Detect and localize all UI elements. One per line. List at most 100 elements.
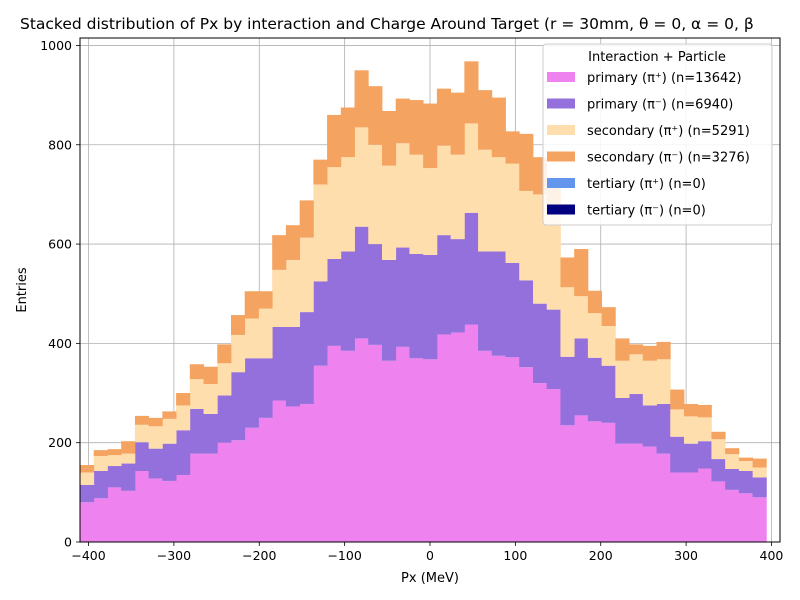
bar-series-0 [670, 472, 685, 542]
bar-series-2 [368, 144, 383, 245]
bar-series-1 [189, 408, 204, 454]
legend-swatch [547, 98, 575, 109]
bar-series-1 [381, 259, 397, 361]
legend-title: Interaction + Particle [588, 50, 726, 65]
bar-series-1 [80, 484, 95, 503]
bar-series-1 [423, 254, 438, 360]
bar-series-0 [615, 443, 630, 542]
bar-series-3 [560, 257, 575, 288]
bar-series-1 [285, 326, 301, 407]
bar-series-2 [354, 127, 369, 227]
bar-series-1 [560, 356, 575, 426]
bar-series-0 [505, 357, 520, 542]
bar-series-0 [546, 389, 561, 542]
bar-series-0 [313, 365, 328, 542]
bar-series-1 [244, 358, 259, 428]
bar-series-3 [285, 225, 301, 260]
chart-title: Stacked distribution of Px by interactio… [20, 15, 754, 33]
bar-series-3 [587, 290, 603, 314]
bar-series-1 [601, 365, 616, 423]
bar-series-2 [162, 418, 177, 444]
bar-series-1 [711, 459, 726, 482]
bar-series-3 [752, 458, 767, 468]
y-tick-label: 1000 [40, 38, 72, 53]
bar-series-3 [725, 448, 740, 455]
bar-series-0 [244, 427, 259, 542]
bar-series-2 [148, 426, 163, 449]
bar-series-0 [697, 468, 712, 542]
bar-series-0 [381, 360, 397, 542]
bar-series-3 [230, 315, 246, 335]
bar-series-3 [93, 450, 108, 457]
x-tick-label: −400 [71, 548, 105, 563]
legend-entries: primary (π⁺) (n=13642) primary (π⁻) (n=69… [547, 71, 750, 219]
bar-series-1 [217, 395, 232, 443]
bar-series-3 [683, 403, 699, 417]
bar-series-3 [656, 341, 671, 360]
bar-series-0 [642, 446, 657, 542]
bar-series-2 [285, 259, 301, 327]
bar-series-1 [532, 303, 548, 384]
bar-series-0 [134, 470, 150, 542]
bar-series-1 [162, 443, 177, 481]
bar-series-2 [450, 154, 465, 240]
bar-series-3 [299, 200, 314, 238]
bar-series-2 [587, 313, 603, 358]
bar-series-2 [656, 359, 671, 404]
legend-entry-label: secondary (π⁻) (n=3276) [587, 151, 750, 166]
bar-series-0 [436, 334, 452, 542]
bar-series-2 [258, 308, 273, 359]
bar-series-1 [272, 326, 287, 401]
bar-series-0 [189, 453, 204, 542]
bar-series-2 [381, 165, 397, 260]
bar-series-0 [148, 478, 163, 542]
bar-series-2 [134, 424, 150, 443]
axis-ticks: −400 −300 −200 −100 0 100 200 300 400 0 200 400 600 8… [40, 38, 783, 563]
bar-series-1 [587, 357, 603, 422]
bar-series-3 [121, 441, 136, 454]
bar-series-3 [258, 291, 273, 309]
bar-series-1 [450, 239, 465, 333]
bar-series-2 [244, 318, 259, 359]
bar-series-3 [574, 249, 589, 297]
bar-series-0 [176, 474, 191, 542]
bar-series-1 [368, 244, 383, 345]
bar-series-2 [80, 472, 95, 485]
bar-series-0 [203, 453, 218, 542]
bar-series-1 [176, 430, 191, 475]
bar-series-1 [629, 394, 644, 444]
bar-series-1 [738, 470, 754, 494]
bar-series-0 [574, 415, 589, 542]
bar-series-0 [725, 489, 740, 542]
bar-series-2 [272, 269, 287, 327]
bar-series-1 [258, 358, 273, 418]
bar-series-0 [656, 453, 671, 542]
bar-series-0 [423, 359, 438, 542]
bar-series-2 [670, 409, 685, 437]
bar-series-3 [313, 159, 328, 185]
bar-series-2 [93, 456, 108, 471]
bar-series-0 [299, 403, 314, 542]
bar-series-2 [725, 454, 740, 470]
bar-series-3 [615, 338, 630, 361]
bar-series-0 [80, 502, 95, 542]
legend-swatch [547, 125, 575, 135]
bar-series-2 [505, 163, 520, 263]
x-tick-label: −300 [157, 548, 191, 563]
bar-series-3 [478, 90, 493, 150]
y-tick-label: 400 [48, 336, 72, 351]
x-tick-label: 400 [760, 548, 784, 563]
bar-series-3 [272, 235, 287, 270]
legend-swatch [547, 72, 575, 82]
bar-series-2 [327, 167, 342, 259]
bar-series-2 [464, 123, 479, 213]
legend-box [542, 43, 773, 226]
x-tick-label: 200 [589, 548, 613, 563]
bar-series-2 [409, 154, 424, 254]
bar-series-0 [258, 417, 273, 542]
x-tick-label: 100 [503, 548, 527, 563]
bar-series-1 [505, 262, 520, 358]
bar-series-0 [107, 487, 122, 542]
bar-series-2 [217, 363, 232, 396]
